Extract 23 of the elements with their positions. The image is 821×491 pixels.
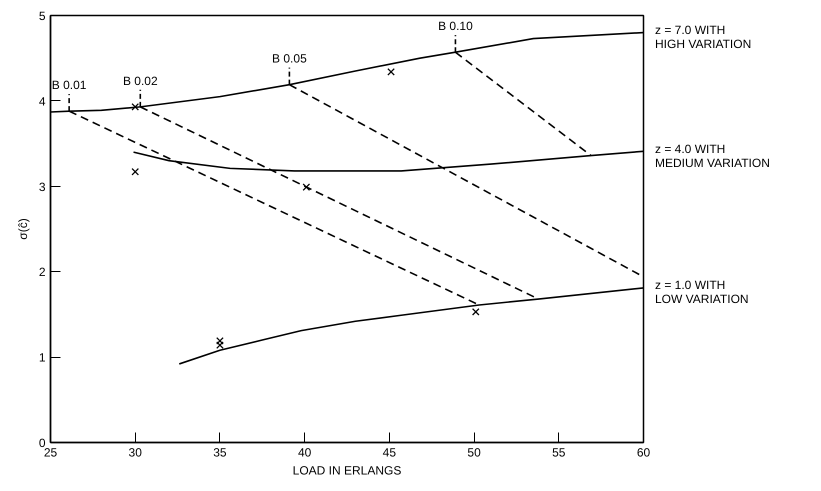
x-tick-label: 45 bbox=[382, 446, 396, 460]
y-tick-label: 3 bbox=[38, 180, 46, 194]
y-axis-title: σ(ĉ) bbox=[16, 218, 30, 240]
y-tick-label: 0 bbox=[38, 436, 46, 450]
x-tick-label: 60 bbox=[636, 446, 650, 460]
y-tick-label: 2 bbox=[38, 265, 46, 280]
series-label: z = 4.0 WITH MEDIUM VARIATION bbox=[655, 142, 770, 170]
y-tick-label: 1 bbox=[38, 350, 46, 365]
annotation: B 0.05 bbox=[272, 52, 308, 66]
y-tick-label: 4 bbox=[38, 94, 46, 108]
x-tick-label: 25 bbox=[44, 446, 58, 460]
x-tick-label: 55 bbox=[552, 446, 566, 460]
x-tick-label: 30 bbox=[128, 446, 142, 460]
x-tick-label: 50 bbox=[467, 446, 482, 460]
x-axis-title: LOAD IN ERLANGS bbox=[292, 464, 402, 478]
x-tick-label: 40 bbox=[298, 446, 312, 460]
series-label: z = 7.0 WITH HIGH VARIATION bbox=[655, 23, 752, 52]
x-tick-label: 35 bbox=[213, 446, 227, 460]
annotation: B 0.10 bbox=[438, 19, 474, 34]
annotation: B 0.02 bbox=[122, 74, 158, 88]
series-label: z = 1.0 WITH LOW VARIATION bbox=[655, 278, 749, 307]
annotation: B 0.01 bbox=[52, 78, 87, 92]
y-tick-label: 5 bbox=[38, 9, 46, 23]
